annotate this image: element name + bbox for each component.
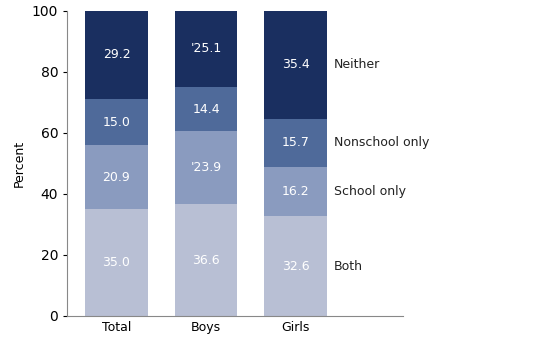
Text: '25.1: '25.1 bbox=[190, 42, 222, 55]
Bar bbox=[175, 204, 237, 316]
Text: 14.4: 14.4 bbox=[192, 102, 220, 116]
Bar bbox=[175, 87, 237, 131]
Bar bbox=[264, 167, 327, 216]
Text: 35.0: 35.0 bbox=[102, 256, 130, 269]
Text: 20.9: 20.9 bbox=[102, 171, 130, 184]
Bar bbox=[85, 209, 148, 316]
Text: 35.4: 35.4 bbox=[282, 58, 310, 71]
Text: 32.6: 32.6 bbox=[282, 260, 310, 273]
Text: Both: Both bbox=[334, 260, 363, 273]
Bar bbox=[85, 99, 148, 145]
Text: School only: School only bbox=[334, 185, 406, 198]
Bar bbox=[175, 11, 237, 87]
Text: Neither: Neither bbox=[334, 58, 380, 71]
Text: '23.9: '23.9 bbox=[190, 161, 222, 174]
Bar bbox=[175, 131, 237, 204]
Text: 15.0: 15.0 bbox=[102, 116, 130, 129]
Text: 36.6: 36.6 bbox=[192, 253, 220, 266]
Text: Nonschool only: Nonschool only bbox=[334, 137, 430, 150]
Bar bbox=[85, 145, 148, 209]
Bar bbox=[85, 10, 148, 99]
Bar bbox=[264, 119, 327, 167]
Bar bbox=[264, 216, 327, 316]
Y-axis label: Percent: Percent bbox=[13, 140, 26, 187]
Text: 15.7: 15.7 bbox=[282, 137, 310, 150]
Bar bbox=[264, 11, 327, 119]
Text: 16.2: 16.2 bbox=[282, 185, 310, 198]
Text: 29.2: 29.2 bbox=[102, 48, 130, 61]
